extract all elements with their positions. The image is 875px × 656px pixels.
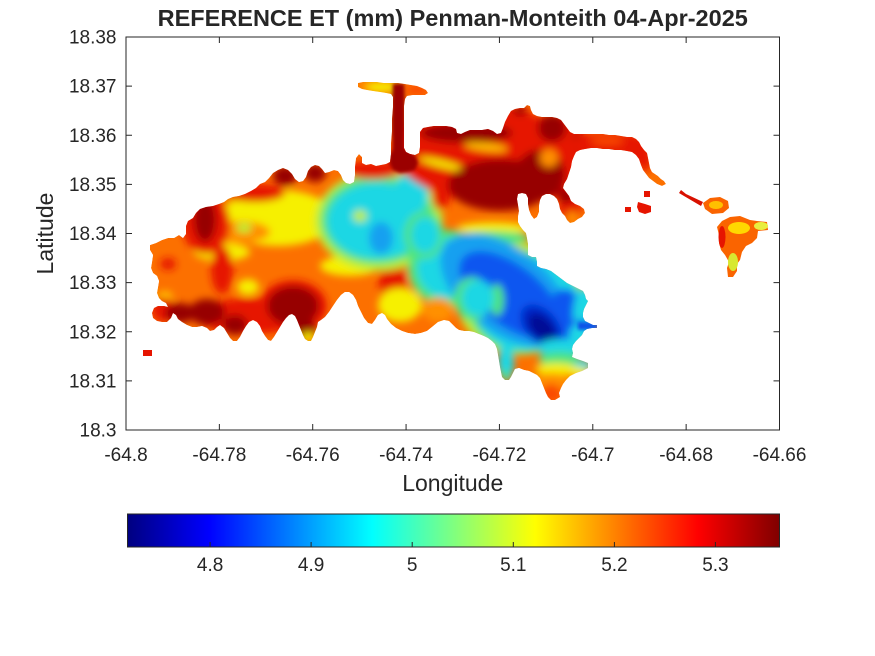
- svg-text:-64.7: -64.7: [571, 445, 614, 466]
- svg-text:5.3: 5.3: [702, 555, 728, 576]
- svg-text:18.37: 18.37: [69, 77, 117, 98]
- svg-text:-64.74: -64.74: [379, 445, 433, 466]
- svg-text:18.32: 18.32: [69, 322, 117, 343]
- svg-text:-64.76: -64.76: [286, 445, 340, 466]
- svg-text:5.2: 5.2: [601, 555, 627, 576]
- svg-text:18.3: 18.3: [80, 421, 117, 442]
- svg-text:18.38: 18.38: [69, 28, 117, 49]
- svg-text:18.34: 18.34: [69, 224, 117, 245]
- svg-text:18.36: 18.36: [69, 126, 117, 147]
- svg-text:18.35: 18.35: [69, 175, 117, 196]
- svg-text:-64.72: -64.72: [472, 445, 526, 466]
- svg-text:5.1: 5.1: [500, 555, 526, 576]
- svg-text:18.31: 18.31: [69, 371, 117, 392]
- svg-text:5: 5: [407, 555, 418, 576]
- svg-text:Latitude: Latitude: [32, 193, 58, 275]
- svg-text:-64.68: -64.68: [659, 445, 713, 466]
- svg-text:-64.78: -64.78: [192, 445, 246, 466]
- svg-text:REFERENCE ET (mm) Penman-Monte: REFERENCE ET (mm) Penman-Monteith 04-Apr…: [158, 5, 748, 31]
- svg-text:4.8: 4.8: [197, 555, 223, 576]
- svg-text:Longitude: Longitude: [402, 470, 503, 496]
- svg-text:4.9: 4.9: [298, 555, 324, 576]
- svg-text:18.33: 18.33: [69, 273, 117, 294]
- svg-text:-64.66: -64.66: [753, 445, 807, 466]
- svg-text:-64.8: -64.8: [104, 445, 147, 466]
